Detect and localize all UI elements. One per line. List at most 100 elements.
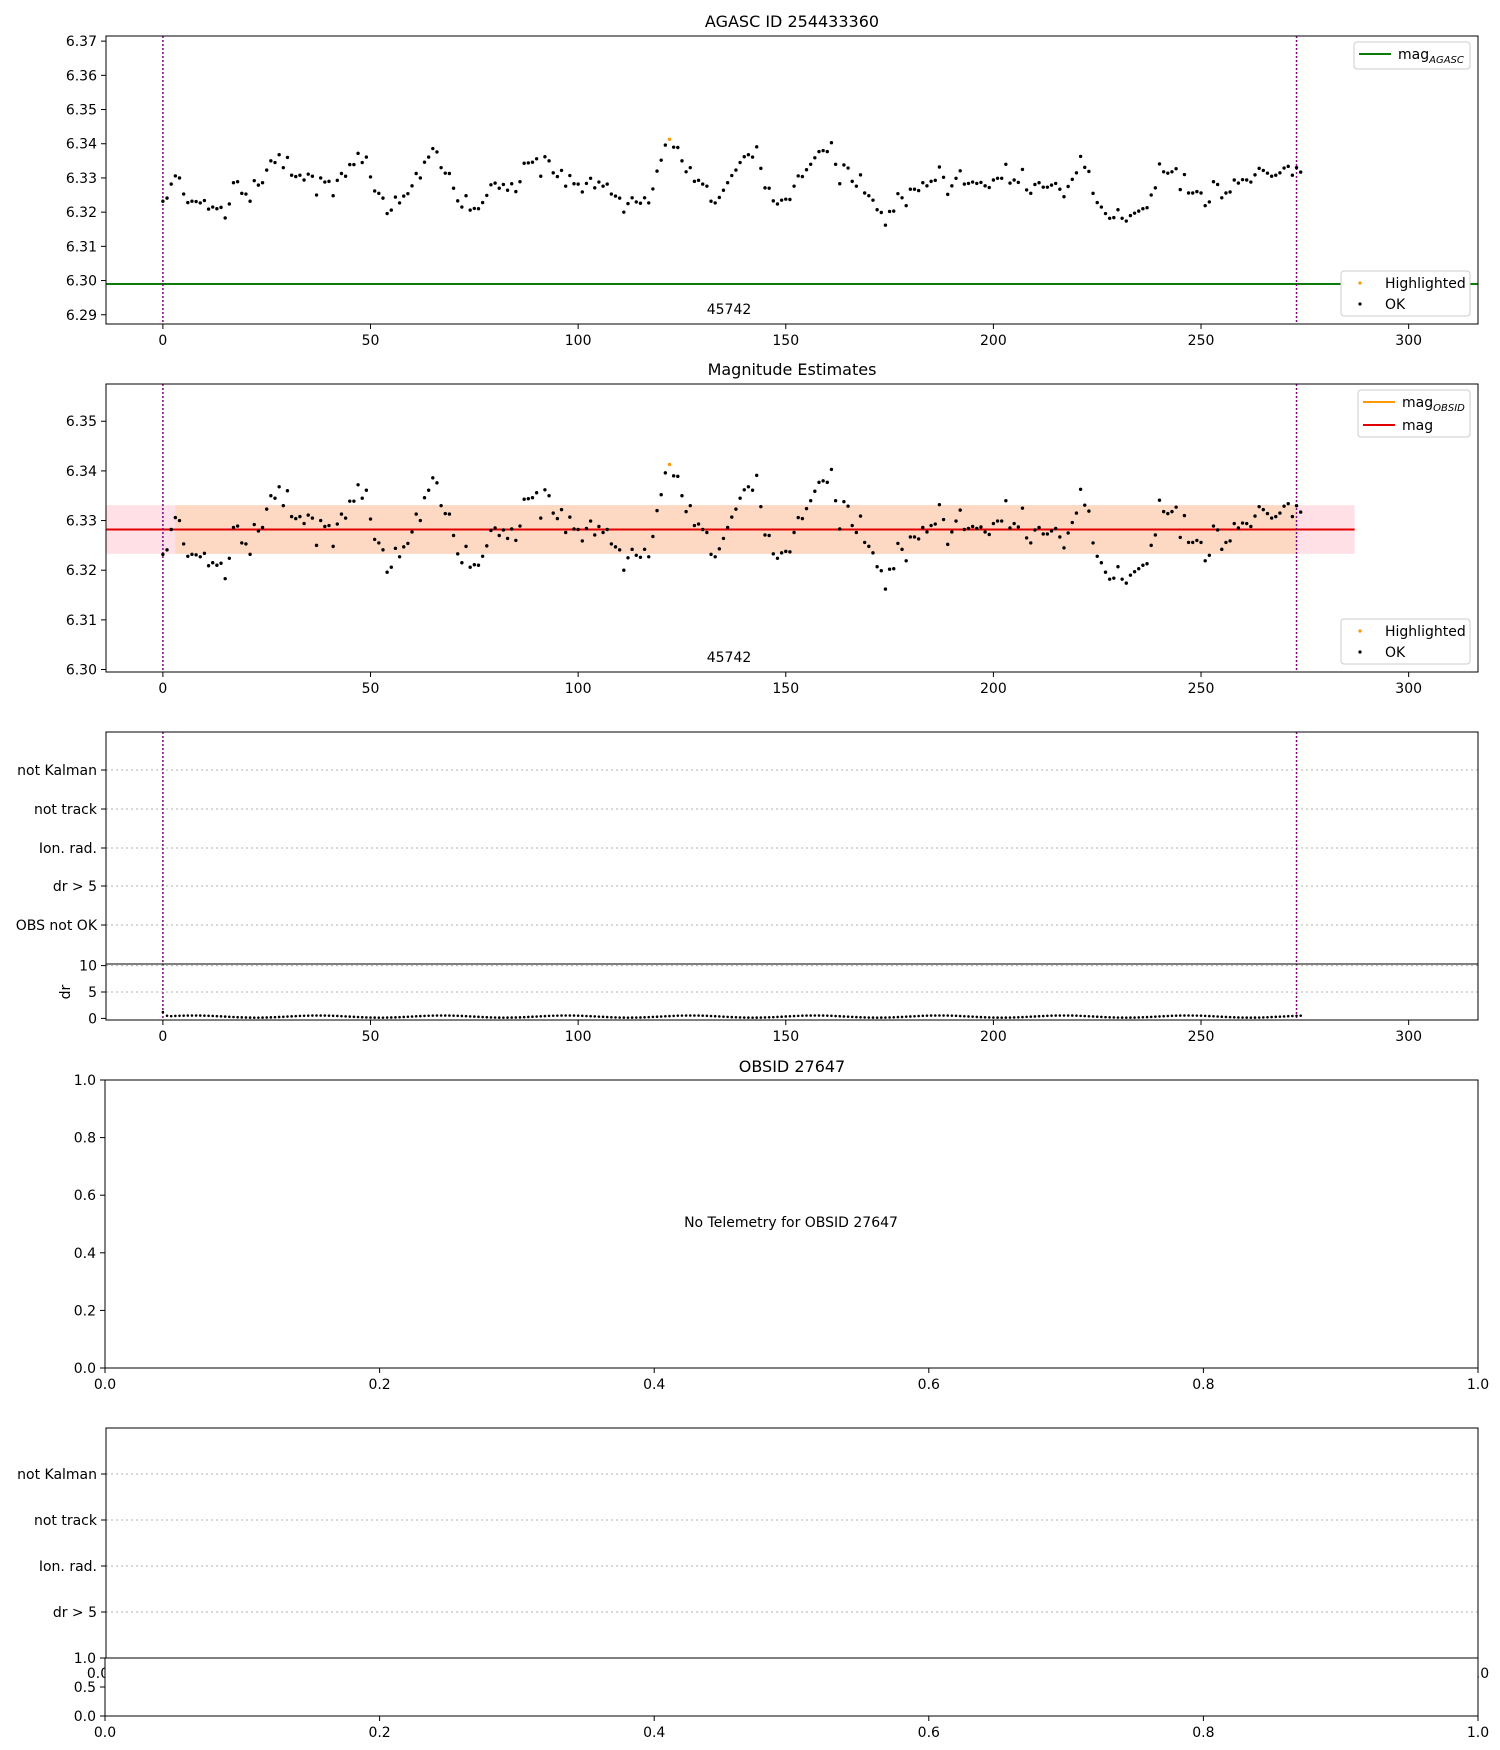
ok-point (862, 540, 867, 545)
dr-y-tick-label: 5 (88, 985, 97, 1001)
ok-point (642, 196, 647, 200)
dr-point (796, 1014, 800, 1018)
ok-point (784, 549, 788, 554)
x-tick-label: 300 (1395, 681, 1422, 697)
x-tick-label: 0 (158, 333, 167, 349)
ok-point (1091, 191, 1095, 196)
dr-point (896, 1015, 900, 1019)
ok-point (1016, 180, 1021, 185)
ok-point (1278, 511, 1282, 515)
dr-y-tick-label: 10 (79, 959, 97, 975)
dr-point (522, 1015, 526, 1019)
ok-point (933, 522, 937, 526)
dr-point (1079, 1014, 1082, 1018)
x-tick-label: 100 (565, 333, 592, 349)
ok-point (306, 172, 310, 176)
dr-point (809, 1014, 812, 1017)
ok-point (738, 160, 742, 165)
ok-point (1290, 514, 1295, 519)
ok-point (829, 467, 834, 472)
dr-point (747, 1016, 750, 1019)
ok-point (223, 576, 227, 581)
ok-point (730, 515, 734, 519)
dr-point (801, 1014, 804, 1018)
ok-point (946, 542, 950, 547)
dr-point (560, 1014, 563, 1017)
dr-point (547, 1014, 551, 1018)
ok-point (381, 196, 385, 200)
dr-point (572, 1014, 576, 1017)
dr-point (971, 1015, 974, 1018)
ok-point (1020, 167, 1025, 172)
dr-point (1278, 1015, 1282, 1018)
x-tick-label: 250 (1188, 333, 1215, 349)
dr-point (846, 1015, 850, 1018)
ok-point (356, 151, 360, 156)
ok-point (979, 180, 983, 185)
dr-point (493, 1016, 497, 1019)
x-tick-label: 1.0 (1467, 1725, 1489, 1741)
ok-point (530, 496, 535, 500)
ok-point (1049, 183, 1054, 187)
ok-point (659, 493, 663, 497)
ok-point (1066, 184, 1070, 189)
dr-point (311, 1014, 314, 1017)
ok-point (597, 524, 601, 529)
x-tick-label: 100 (565, 1029, 592, 1045)
dr-point (456, 1014, 460, 1018)
magnitude-x-ticks: 0 50 100 150 200 250 300 (158, 672, 1422, 697)
ok-point (248, 552, 252, 557)
dr-point (473, 1015, 476, 1018)
x-tick-label: 250 (1188, 1029, 1215, 1045)
ok-point (1037, 525, 1041, 530)
empty-sub-y-ticks: 0.0 0.5 1.0 (74, 1651, 105, 1725)
ok-point (335, 522, 339, 526)
ok-point (372, 537, 377, 542)
ok-point (892, 567, 896, 571)
dr-point (705, 1014, 709, 1018)
dr-point (348, 1015, 352, 1018)
ok-point (887, 567, 892, 571)
ok-point (684, 509, 688, 514)
ok-point (676, 145, 680, 150)
ok-point (634, 200, 638, 204)
ok-point (514, 538, 518, 543)
ok-point (198, 555, 202, 559)
dr-point (1124, 1016, 1128, 1019)
ok-point (389, 208, 393, 212)
ok-point (771, 199, 776, 203)
dr-point (1104, 1015, 1107, 1019)
dr-point (402, 1015, 406, 1019)
dr-point (198, 1014, 202, 1017)
ok-point (1257, 504, 1261, 509)
ok-point (1012, 178, 1016, 182)
ok-point (788, 550, 792, 554)
ok-point (1041, 532, 1045, 536)
ok-point (1141, 563, 1145, 567)
ok-point (1033, 182, 1037, 187)
ok-point (829, 141, 834, 145)
ok-point (339, 512, 344, 516)
ok-point (356, 483, 360, 487)
ok-point (343, 174, 348, 178)
obsid-y-ticks: 0.0 0.2 0.4 0.6 0.8 1.0 (74, 1073, 105, 1377)
ok-point (638, 555, 643, 559)
agasc-legend-lower: Highlighted OK (1340, 270, 1471, 317)
ok-point (983, 184, 987, 188)
ok-point (705, 530, 709, 535)
dr-point (1129, 1016, 1132, 1019)
magnitude-y-ticks: 6.30 6.31 6.32 6.33 6.34 6.35 (66, 414, 106, 679)
ok-point (281, 503, 286, 508)
dr-point (676, 1014, 680, 1018)
ok-point (1137, 209, 1141, 213)
dr-point (697, 1014, 700, 1017)
ok-point (983, 530, 987, 534)
dr-point (1208, 1014, 1211, 1018)
ok-point (862, 191, 867, 195)
ok-point (601, 184, 605, 188)
ok-point (190, 199, 194, 203)
ok-point (892, 209, 896, 213)
ok-point (804, 506, 809, 511)
dr-point (647, 1015, 651, 1019)
dr-point (589, 1014, 592, 1018)
